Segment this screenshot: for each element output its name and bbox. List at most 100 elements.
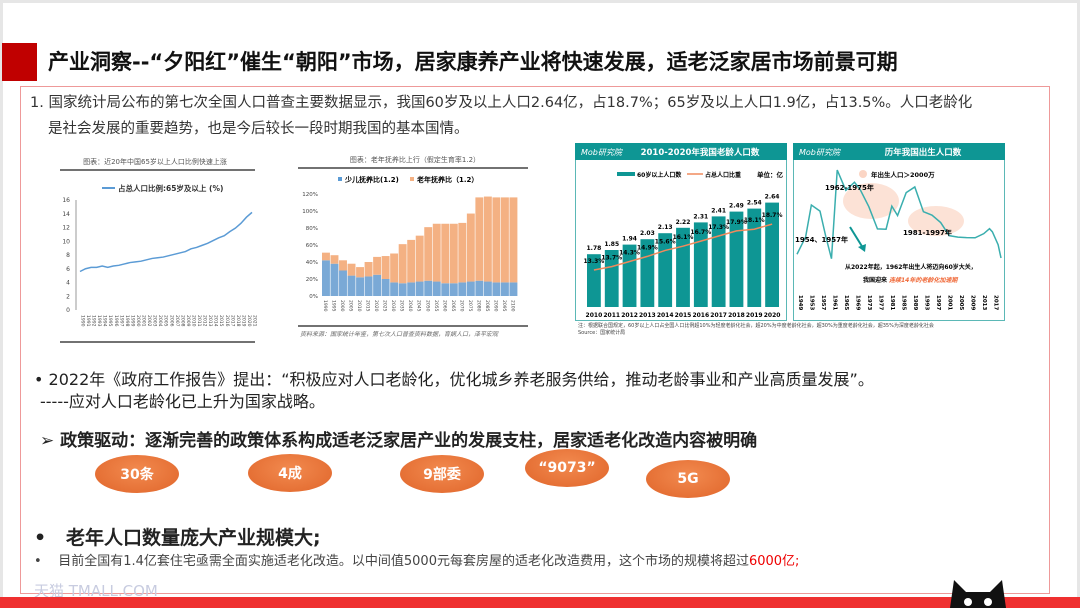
chart1-x-tick: 2018 — [235, 315, 241, 327]
chart1-x-tick: 1998 — [124, 315, 130, 327]
chart2-bar-elderly — [356, 267, 365, 278]
chart4-x-tick: 1977 — [877, 295, 883, 310]
chart2-bar-youth — [373, 274, 382, 296]
chart1-x-tick: 1996 — [113, 315, 119, 327]
chart4-x-tick: 1973 — [866, 295, 872, 310]
chart3-bar-label: 1.78 — [587, 245, 602, 252]
oval-30: 30条 — [95, 455, 179, 493]
chart1-x-tick: 2000 — [135, 315, 141, 327]
chart2-y-tick: 120% — [302, 192, 318, 198]
chart4-x-tick: 1953 — [808, 295, 814, 310]
chart2-bar-youth — [492, 282, 501, 296]
intro-line1: 1. 国家统计局公布的第七次全国人口普查主要数据显示，我国60岁及以上人口2.6… — [30, 95, 973, 111]
chart3-bar — [765, 202, 779, 307]
chart2-bar-elderly — [500, 197, 509, 283]
chart2-x-tick: 2005 — [348, 300, 354, 312]
chart3-x-tick: 2011 — [603, 312, 620, 319]
chart2-y-tick: 0% — [309, 294, 318, 300]
chart3-line-label: 14.9% — [637, 244, 658, 251]
chart2-bar-youth — [364, 276, 373, 296]
chart4-x-tick: 2005 — [958, 295, 964, 310]
chart2-bar-elderly — [381, 256, 390, 279]
chart1-x-tick: 1990 — [80, 315, 86, 327]
chart1-x-tick: 2007 — [174, 315, 180, 327]
chart2-y-tick: 60% — [306, 243, 318, 249]
chart2-bar-youth — [424, 280, 433, 296]
chart3-bar-label: 2.22 — [676, 219, 691, 226]
chart2-bar-youth — [398, 283, 407, 296]
chart3-bar-label: 2.64 — [765, 194, 780, 201]
chart2-x-tick: 2085 — [484, 300, 490, 312]
chart1-x-tick: 1994 — [102, 315, 108, 327]
oval-5g: 5G — [646, 460, 730, 498]
chart1-x-tick: 2019 — [240, 315, 246, 327]
chart1-y-tick: 10 — [62, 238, 70, 245]
chart3-x-tick: 2017 — [710, 312, 727, 319]
chart3-line-label: 16.7% — [690, 229, 711, 236]
chart4-x-tick: 1969 — [854, 295, 860, 310]
report-line2: -----应对人口老龄化已上升为国家战略。 — [40, 392, 325, 411]
chart2-x-tick: 2095 — [501, 300, 507, 312]
chart2-x-tick: 2080 — [475, 300, 481, 312]
chart4-x-tick: 1989 — [912, 295, 918, 310]
chart1-x-tick: 2012 — [202, 315, 208, 327]
chart2-legend-elderly: 老年抚养比（1.2） — [416, 175, 478, 184]
chart1-x-tick: 2017 — [229, 315, 235, 327]
chart3-x-tick: 2014 — [657, 312, 674, 319]
chart4-x-tick: 1949 — [797, 295, 803, 310]
market-text: • 目前全国有1.4亿套住宅亟需全面实施适老化改造。以中间值5000元每套房屋的… — [34, 554, 800, 569]
chart3-bar-label: 2.41 — [711, 207, 726, 214]
policy-heading: ➢ 政策驱动：逐渐完善的政策体系构成适老泛家居产业的发展支柱，居家适老化改造内容… — [40, 431, 758, 451]
chart2-bar-youth — [407, 282, 416, 296]
chart2-bar-youth — [347, 275, 356, 296]
chart3-title: 2010-2020年我国老龄人口数 — [641, 147, 760, 158]
chart2-bar-elderly — [398, 244, 407, 284]
chart1-legend: 占总人口比例:65岁及以上 (%) — [118, 183, 223, 193]
market-heading-text: 老年人口数量庞大产业规模大; — [66, 527, 321, 549]
chart1-y-tick: 4 — [66, 280, 70, 287]
chart2-x-tick: 2060 — [441, 300, 447, 312]
chart2-bar-youth — [466, 281, 475, 296]
chart2-x-tick: 2075 — [467, 300, 473, 312]
chart3-x-tick: 2019 — [746, 312, 763, 319]
chart2-bar-youth — [483, 281, 492, 296]
chart3-bar-label: 2.49 — [729, 203, 744, 210]
chart1-x-tick: 1991 — [85, 315, 91, 327]
chart3-x-tick: 2016 — [692, 312, 709, 319]
chart3-line-label: 16.1% — [673, 234, 694, 241]
chart3-line-label: 18.1% — [744, 217, 765, 224]
chart2-bar-elderly — [330, 255, 339, 264]
chart3-x-tick: 2015 — [675, 312, 692, 319]
chart2-y-tick: 40% — [306, 260, 318, 266]
chart2-x-tick: 2025 — [382, 300, 388, 312]
chart1-y-tick: 6 — [66, 266, 70, 273]
chart2-x-tick: 2070 — [458, 300, 464, 312]
chart4-x-tick: 1957 — [820, 295, 826, 310]
chart3-line-label: 17.3% — [708, 224, 729, 231]
annotation-1962: 1962-1975年 — [825, 183, 874, 192]
chart3-bar — [693, 222, 708, 307]
chart3-bar — [711, 216, 726, 307]
chart4-births-line — [796, 169, 1002, 259]
title-marker — [2, 43, 37, 81]
chart2-bar-youth — [330, 263, 339, 296]
chart3-unit: 单位：亿 — [757, 170, 784, 179]
chart1-x-tick: 2003 — [152, 315, 158, 327]
chart1-x-tick: 2004 — [157, 315, 163, 327]
chart2-x-tick: 2045 — [416, 300, 422, 312]
chart3-line-label: 13.7% — [601, 255, 622, 262]
chart3-legend-bar: 60岁以上人口数 — [637, 171, 682, 179]
chart2-x-tick: 2100 — [509, 300, 515, 312]
chart1-y-tick: 16 — [62, 197, 70, 204]
chart3-line-label: 14.3% — [619, 250, 640, 257]
chart2-bar-elderly — [373, 256, 382, 275]
chart3-bar — [587, 254, 601, 307]
chart2-bar-elderly — [407, 239, 416, 283]
chart3-ratio-line — [593, 223, 773, 271]
chart2-x-tick: 2050 — [424, 300, 430, 312]
chart4-x-tick: 1993 — [923, 295, 929, 310]
chart2-x-tick: 2040 — [407, 300, 413, 312]
chart3-bar — [747, 208, 762, 307]
chart1-x-tick: 2014 — [213, 315, 219, 327]
